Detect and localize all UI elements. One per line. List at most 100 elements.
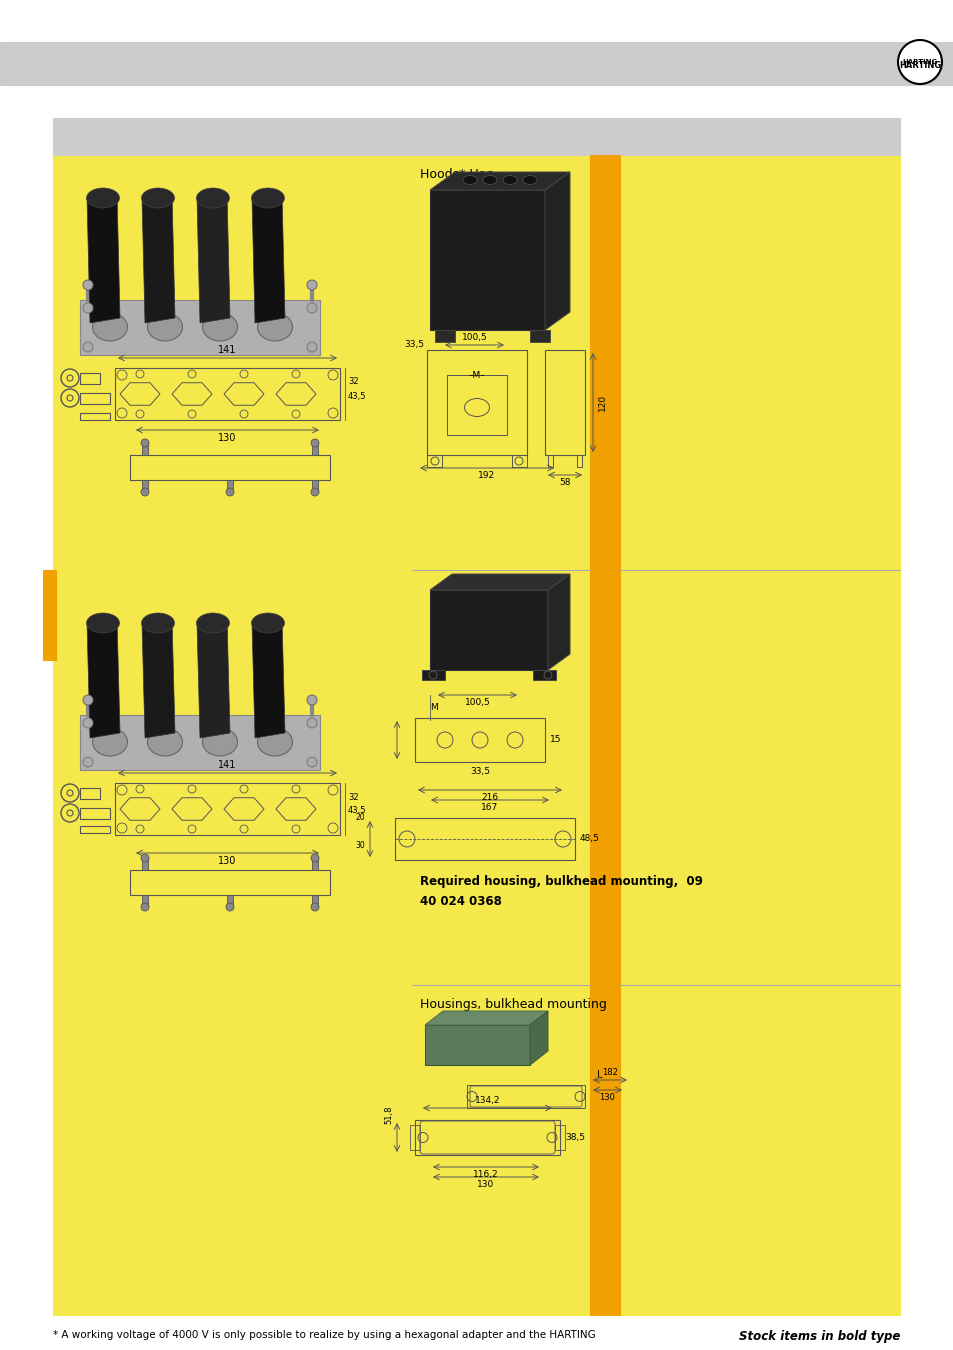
- Bar: [142, 443, 148, 455]
- Circle shape: [226, 903, 233, 911]
- Text: 130: 130: [476, 1180, 494, 1189]
- Circle shape: [83, 302, 92, 313]
- Circle shape: [83, 279, 92, 290]
- Circle shape: [141, 903, 149, 911]
- Text: 116,2: 116,2: [473, 1170, 498, 1179]
- Bar: [619, 155, 899, 1315]
- Bar: [115, 783, 339, 836]
- Text: L: L: [597, 1071, 602, 1080]
- Text: 130: 130: [218, 856, 236, 865]
- Bar: [312, 895, 317, 907]
- Bar: [430, 190, 544, 329]
- Circle shape: [311, 439, 318, 447]
- Bar: [547, 455, 553, 467]
- Bar: [312, 859, 317, 869]
- Ellipse shape: [502, 176, 517, 185]
- Ellipse shape: [141, 613, 174, 633]
- Text: 32: 32: [348, 792, 358, 802]
- Text: 130: 130: [598, 1094, 615, 1102]
- Text: 43,5: 43,5: [348, 806, 366, 815]
- Ellipse shape: [196, 188, 230, 208]
- Text: 48,5: 48,5: [579, 834, 599, 844]
- Polygon shape: [87, 193, 120, 323]
- Text: HARTING: HARTING: [902, 59, 937, 65]
- Bar: [53, 155, 365, 1315]
- Text: 33,5: 33,5: [403, 340, 423, 350]
- Bar: [80, 716, 319, 769]
- Ellipse shape: [148, 313, 182, 342]
- Text: 32: 32: [348, 378, 358, 386]
- Text: 141: 141: [218, 760, 236, 770]
- Bar: [435, 329, 455, 342]
- Bar: [530, 329, 550, 342]
- Ellipse shape: [252, 188, 284, 208]
- Bar: [142, 895, 148, 907]
- Bar: [130, 455, 330, 481]
- Circle shape: [311, 487, 318, 495]
- Bar: [365, 155, 412, 1315]
- Text: 192: 192: [478, 471, 495, 481]
- Polygon shape: [196, 618, 230, 738]
- Ellipse shape: [257, 728, 293, 756]
- Ellipse shape: [202, 313, 237, 342]
- Ellipse shape: [257, 313, 293, 342]
- Polygon shape: [547, 574, 569, 670]
- Polygon shape: [252, 618, 285, 738]
- Bar: [412, 155, 589, 1315]
- Text: 141: 141: [218, 346, 236, 355]
- Text: Housings, bulkhead mounting: Housings, bulkhead mounting: [419, 998, 606, 1011]
- Text: 51,8: 51,8: [384, 1106, 393, 1125]
- Circle shape: [141, 855, 149, 863]
- Ellipse shape: [92, 728, 128, 756]
- Bar: [115, 369, 339, 420]
- Ellipse shape: [92, 313, 128, 342]
- Circle shape: [897, 40, 941, 84]
- Bar: [80, 300, 319, 355]
- Circle shape: [141, 487, 149, 495]
- Text: 20: 20: [355, 814, 365, 822]
- Polygon shape: [142, 618, 174, 738]
- Bar: [43, 570, 56, 660]
- Polygon shape: [252, 193, 285, 323]
- Ellipse shape: [252, 613, 284, 633]
- Ellipse shape: [202, 728, 237, 756]
- Circle shape: [307, 279, 316, 290]
- Bar: [410, 1125, 419, 1150]
- Ellipse shape: [141, 188, 174, 208]
- Text: 43,5: 43,5: [348, 392, 366, 401]
- Polygon shape: [87, 618, 120, 738]
- Circle shape: [307, 718, 316, 728]
- Bar: [415, 1120, 559, 1156]
- Text: 120: 120: [598, 394, 606, 410]
- Text: 134,2: 134,2: [475, 1096, 499, 1106]
- Bar: [53, 117, 899, 155]
- Polygon shape: [424, 1011, 547, 1025]
- Ellipse shape: [482, 176, 497, 185]
- Bar: [427, 455, 441, 467]
- Bar: [142, 481, 148, 491]
- Bar: [0, 42, 953, 85]
- Circle shape: [307, 757, 316, 767]
- Circle shape: [311, 903, 318, 911]
- Polygon shape: [196, 193, 230, 323]
- Circle shape: [83, 695, 92, 705]
- Bar: [312, 481, 317, 491]
- Bar: [415, 718, 544, 761]
- Bar: [577, 455, 581, 467]
- Text: 100,5: 100,5: [464, 698, 490, 707]
- Bar: [227, 481, 233, 491]
- Text: 40 024 0368: 40 024 0368: [419, 895, 501, 909]
- Ellipse shape: [522, 176, 537, 185]
- Bar: [80, 373, 100, 383]
- Circle shape: [307, 695, 316, 705]
- Text: 167: 167: [481, 803, 498, 811]
- Bar: [130, 869, 330, 895]
- Bar: [430, 590, 547, 670]
- Bar: [512, 455, 526, 467]
- Text: * A working voltage of 4000 V is only possible to realize by using a hexagonal a: * A working voltage of 4000 V is only po…: [53, 1330, 595, 1341]
- Text: 33,5: 33,5: [470, 767, 490, 776]
- Bar: [555, 1125, 564, 1150]
- Text: 58: 58: [558, 478, 570, 487]
- Polygon shape: [530, 1011, 547, 1065]
- Text: 216: 216: [481, 792, 498, 802]
